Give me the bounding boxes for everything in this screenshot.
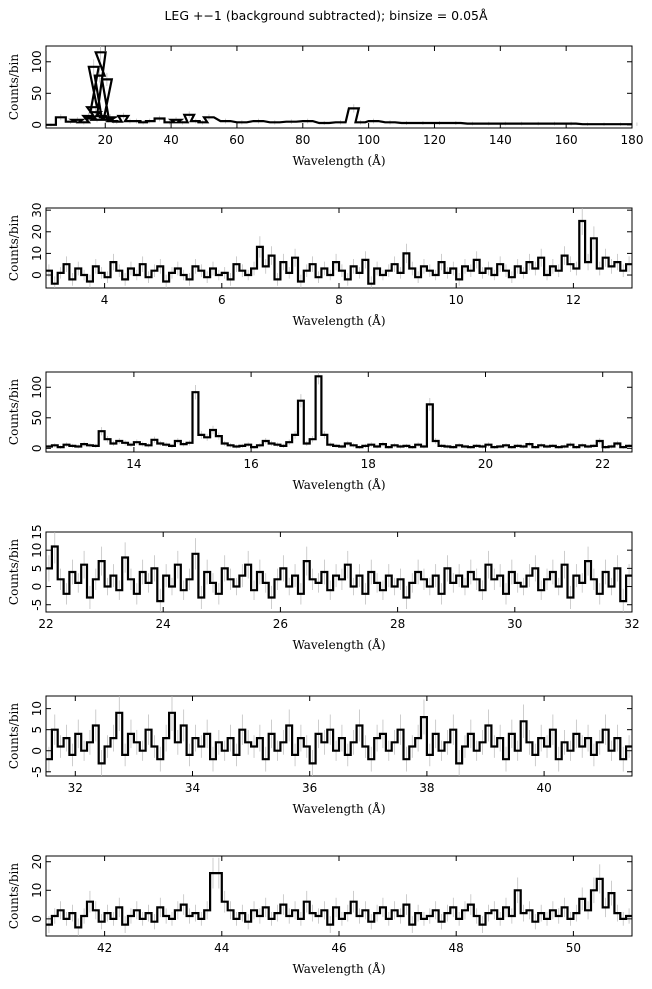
y-tick-label: 20 — [30, 854, 44, 869]
y-tick-label: 0 — [30, 583, 44, 591]
x-axis-label: Wavelength (Å) — [292, 801, 385, 816]
x-tick-label: 32 — [68, 781, 83, 795]
x-tick-label: 12 — [566, 293, 581, 307]
spectrum-series — [46, 872, 632, 929]
y-axis-label: Counts/bin — [7, 379, 21, 445]
plot-frame — [45, 371, 633, 453]
x-axis-label: Wavelength (Å) — [292, 637, 385, 652]
x-tick-label: 120 — [423, 133, 446, 147]
chart-panel-3: 14 16 18 20 22 0 50 100 Wavelength (Å) Counts/bin — [7, 371, 633, 492]
x-axis-label: Wavelength (Å) — [292, 477, 385, 492]
y-tick-label: 0 — [30, 915, 44, 923]
spectrum-series — [46, 51, 632, 126]
x-tick-label: 22 — [595, 457, 610, 471]
y-tick-label: 10 — [30, 701, 44, 716]
x-tick-label: 32 — [624, 617, 639, 631]
x-tick-label: 40 — [536, 781, 551, 795]
x-tick-label: 50 — [566, 941, 581, 955]
y-tick-label: -5 — [30, 599, 44, 611]
x-tick-label: 18 — [361, 457, 376, 471]
y-tick-label: -5 — [30, 766, 44, 778]
chart-panel-5: 32 34 36 38 40 -5 0 5 10 Wavelength (Å) Counts/bin — [7, 695, 633, 816]
y-tick-label: 0 — [30, 445, 44, 453]
y-tick-label: 15 — [30, 524, 44, 539]
x-axis-label: Wavelength (Å) — [292, 313, 385, 328]
plot-frame — [45, 695, 633, 777]
spectrum-series — [46, 375, 632, 449]
x-axis-label: Wavelength (Å) — [292, 961, 385, 976]
y-tick-label: 50 — [30, 410, 44, 425]
y-tick-label: 20 — [30, 224, 44, 239]
y-tick-label: 10 — [30, 883, 44, 898]
y-tick-label: 0 — [30, 271, 44, 279]
x-tick-label: 60 — [229, 133, 244, 147]
y-axis-label: Counts/bin — [7, 539, 21, 605]
x-tick-label: 42 — [97, 941, 112, 955]
x-tick-label: 40 — [163, 133, 178, 147]
y-axis-label: Counts/bin — [7, 54, 21, 120]
y-tick-label: 5 — [30, 726, 44, 734]
plot-frame — [45, 531, 633, 613]
x-tick-label: 6 — [218, 293, 226, 307]
x-axis-label: Wavelength (Å) — [292, 153, 385, 168]
spectrum-series — [46, 545, 632, 603]
x-tick-label: 160 — [555, 133, 578, 147]
chart-panel-1: 20 40 60 80 100 120 140 160 180 0 50 100 Wavelength … — [7, 45, 644, 168]
x-tick-label: 16 — [243, 457, 258, 471]
y-tick-label: 30 — [30, 203, 44, 218]
x-tick-label: 36 — [302, 781, 317, 795]
x-tick-label: 48 — [449, 941, 464, 955]
x-tick-label: 100 — [357, 133, 380, 147]
x-tick-label: 14 — [126, 457, 141, 471]
chart-panel-2: 4 6 8 10 12 0 10 20 30 Wavelength (Å) Counts/bin — [7, 203, 633, 328]
x-tick-label: 38 — [419, 781, 434, 795]
y-tick-label: 10 — [30, 246, 44, 261]
chart-panel-6: 42 44 46 48 50 0 10 20 Wavelength (Å) Counts/bin — [7, 854, 633, 976]
x-tick-label: 24 — [156, 617, 171, 631]
x-tick-label: 4 — [101, 293, 109, 307]
figure-title: LEG +−1 (background subtracted); binsize… — [164, 8, 488, 23]
y-axis-label: Counts/bin — [7, 703, 21, 769]
chart-panel-4: 22 24 26 28 30 32 -5 0 5 10 15 Wavelength (Å) Counts… — [7, 524, 640, 652]
spectrum-series — [46, 711, 632, 765]
y-tick-label: 100 — [30, 50, 44, 73]
x-tick-label: 28 — [390, 617, 405, 631]
plot-frame — [45, 855, 633, 937]
x-tick-label: 180 — [621, 133, 644, 147]
y-tick-label: 10 — [30, 543, 44, 558]
x-tick-label: 46 — [331, 941, 346, 955]
plot-frame — [45, 45, 633, 129]
x-tick-label: 34 — [185, 781, 200, 795]
x-tick-label: 30 — [507, 617, 522, 631]
x-tick-label: 80 — [295, 133, 310, 147]
x-tick-label: 26 — [273, 617, 288, 631]
x-tick-label: 44 — [214, 941, 229, 955]
x-tick-label: 8 — [335, 293, 343, 307]
y-axis-label: Counts/bin — [7, 215, 21, 281]
y-tick-label: 100 — [30, 376, 44, 399]
y-tick-label: 5 — [30, 565, 44, 573]
spectrum-series — [46, 219, 632, 285]
y-tick-label: 0 — [30, 121, 44, 129]
x-tick-label: 20 — [478, 457, 493, 471]
x-tick-label: 22 — [38, 617, 53, 631]
y-tick-label: 0 — [30, 747, 44, 755]
x-tick-label: 10 — [449, 293, 464, 307]
y-tick-label: 50 — [30, 86, 44, 101]
x-tick-label: 20 — [98, 133, 113, 147]
y-axis-label: Counts/bin — [7, 863, 21, 929]
x-tick-label: 140 — [489, 133, 512, 147]
